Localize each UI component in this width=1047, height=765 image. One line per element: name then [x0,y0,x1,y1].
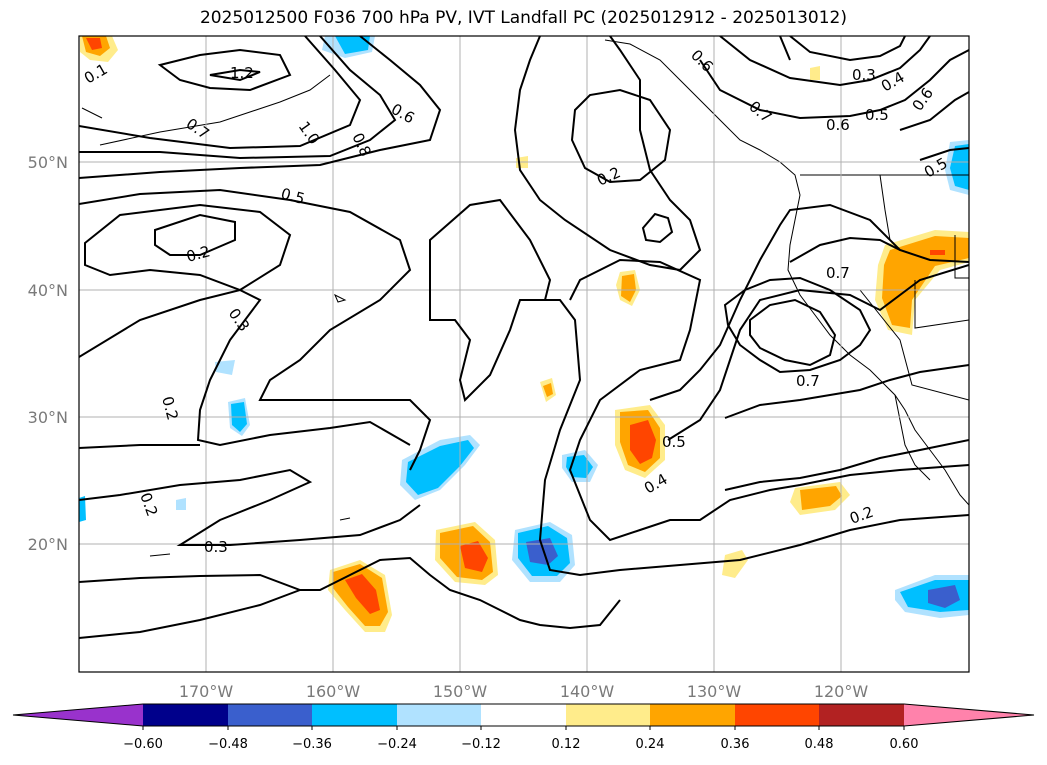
colorbar-segment [397,704,481,726]
cold-anomaly [176,498,186,510]
cold-anomaly [215,360,235,375]
contour-labels: 1.2 1.0 0.8 0.7 0.6 0.5 0.2 0.3 0.2 0.2 … [81,46,951,556]
contour-label: 1.0 [295,118,323,148]
lon-label-150w: 150°W [433,682,488,701]
warm-anomaly [543,383,553,397]
longitude-labels: 170°W 160°W 150°W 140°W 130°W 120°W [179,682,869,701]
warm-anomaly [722,550,748,578]
colorbar-tick-label: 0.36 [721,737,750,752]
contour-label: 0.6 [826,116,850,134]
lat-label-40n: 40°N [28,281,68,300]
contour-label: 1.2 [230,64,254,82]
colorbar-segment [312,704,397,726]
contour-label: 0.3 [852,66,876,84]
contour-label: 0.5 [279,184,307,208]
cold-anomaly [335,36,370,54]
colorbar-segment [735,704,819,726]
colorbar-segment [228,704,312,726]
contour-label: 0.2 [594,163,623,189]
contour-label: 0.1 [81,60,111,88]
lon-label-140w: 140°W [560,682,615,701]
contour-label: 0.8 [348,130,374,159]
colorbar-tick-label: −0.60 [123,737,163,752]
colorbar-extend-min [13,704,143,726]
map-frame [78,35,970,673]
contour-label: 0.2 [136,490,161,519]
pv-anomaly-fills [79,36,969,632]
colorbar-tick-label: 0.48 [805,737,834,752]
warm-anomaly [460,541,488,572]
colorbar-tick-label: −0.24 [377,737,417,752]
contour-label: 0.2 [158,394,182,422]
warm-anomaly [621,274,636,302]
map-plot-area: 1.2 1.0 0.8 0.7 0.6 0.5 0.2 0.3 0.2 0.2 … [79,36,969,672]
lon-label-130w: 130°W [687,682,742,701]
colorbar-extend-max [904,704,1034,726]
warm-anomaly [630,420,656,464]
contour-label: 0.2 [847,503,876,528]
pv-contours [79,36,969,639]
lat-label-50n: 50°N [28,153,68,172]
colorbar-segment [566,704,650,726]
contour-label: 0.3 [204,538,228,556]
warm-anomaly [345,574,380,614]
cold-anomaly [526,538,558,565]
colorbar-tick-label: −0.12 [461,737,501,752]
warm-anomaly [882,236,969,328]
colorbar-tick-label: 0.60 [890,737,919,752]
cold-anomaly [79,496,86,522]
contour-label: 0.6 [687,46,717,76]
lat-label-30n: 30°N [28,408,68,427]
colorbar-segment [143,704,228,726]
contour-label: 0.4 [878,68,908,96]
lon-label-120w: 120°W [814,682,869,701]
contour-label: 0.7 [745,97,775,126]
contour-label: 0.2 [184,242,212,266]
warm-anomaly [930,250,945,255]
contour-label: 0.7 [796,372,820,390]
contour-label: 0.3 [225,305,253,335]
cold-anomaly [406,440,474,495]
colorbar-segment [481,704,566,726]
lon-label-170w: 170°W [179,682,234,701]
cold-anomaly [928,585,960,608]
contour-label: 0.7 [183,115,213,143]
warm-anomaly [86,38,102,50]
colorbar-tick-label: 0.12 [552,737,581,752]
warm-anomaly [810,66,820,80]
contour-label: 0.6 [909,84,937,114]
lon-label-160w: 160°W [306,682,361,701]
lat-label-20n: 20°N [28,535,68,554]
colorbar-segment [819,704,904,726]
colorbar: −0.60 −0.48 −0.36 −0.24 −0.12 0.12 0.24 … [12,703,1035,752]
colorbar-segment [650,704,735,726]
cold-anomaly [950,144,969,190]
contour-label: 0.5 [662,433,686,451]
colorbar-tick-label: −0.48 [208,737,248,752]
contour-label: 0.7 [826,264,850,282]
colorbar-tick-label: 0.24 [636,737,665,752]
warm-anomaly [800,486,842,510]
coastlines [81,39,969,557]
map-title: 2025012500 F036 700 hPa PV, IVT Landfall… [199,8,847,28]
colorbar-tick-label: −0.36 [292,737,332,752]
contour-label: 0.5 [865,106,889,124]
latitude-labels: 50°N 40°N 30°N 20°N [28,153,68,554]
